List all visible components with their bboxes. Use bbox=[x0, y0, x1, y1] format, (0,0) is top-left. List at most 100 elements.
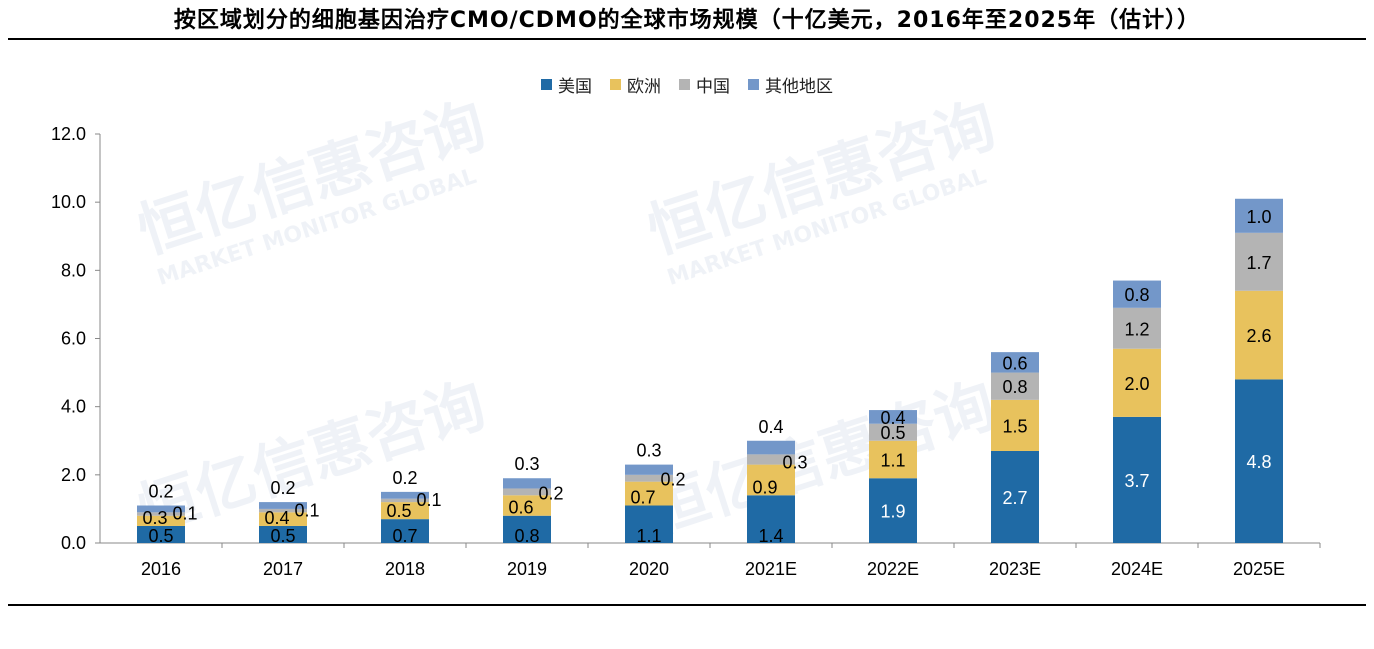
data-label: 1.4 bbox=[758, 526, 783, 546]
data-label: 0.2 bbox=[660, 470, 685, 490]
legend-item-other: 其他地区 bbox=[748, 72, 833, 97]
bar-segment bbox=[1235, 379, 1283, 543]
data-label: 0.4 bbox=[264, 508, 289, 528]
bar-segment bbox=[625, 464, 673, 475]
bar-segment bbox=[259, 502, 307, 509]
bar-segment bbox=[503, 488, 551, 496]
bar-segment bbox=[259, 512, 307, 526]
legend-swatch-other bbox=[748, 79, 759, 90]
bar-segment bbox=[625, 481, 673, 506]
bar-segment bbox=[991, 372, 1039, 400]
bar-segment bbox=[1235, 232, 1283, 291]
data-label: 2.6 bbox=[1246, 326, 1271, 346]
data-label: 0.3 bbox=[636, 441, 661, 461]
bar-segment bbox=[747, 495, 795, 543]
x-tick-label: 2017 bbox=[263, 559, 303, 579]
x-tick-label: 2023E bbox=[989, 559, 1041, 579]
data-label: 0.4 bbox=[758, 417, 783, 437]
data-label: 0.2 bbox=[148, 482, 173, 502]
y-tick-label: 0.0 bbox=[61, 533, 86, 553]
y-tick-label: 12.0 bbox=[51, 124, 86, 144]
legend-swatch-eu bbox=[610, 79, 621, 90]
data-label: 0.3 bbox=[514, 454, 539, 474]
y-tick-label: 8.0 bbox=[61, 260, 86, 280]
x-tick-label: 2025E bbox=[1233, 559, 1285, 579]
legend-item-cn: 中国 bbox=[679, 72, 730, 97]
data-label: 4.8 bbox=[1246, 452, 1271, 472]
data-label: 0.1 bbox=[416, 490, 441, 510]
legend-swatch-us bbox=[541, 79, 552, 90]
legend-item-us: 美国 bbox=[541, 72, 592, 97]
y-tick-label: 10.0 bbox=[51, 192, 86, 212]
bar-segment bbox=[381, 491, 429, 499]
x-tick-label: 2016 bbox=[141, 559, 181, 579]
data-label: 1.0 bbox=[1246, 207, 1271, 227]
legend-swatch-cn bbox=[679, 79, 690, 90]
x-tick-label: 2020 bbox=[629, 559, 669, 579]
legend-label-us: 美国 bbox=[558, 77, 592, 97]
data-label: 0.6 bbox=[508, 498, 533, 518]
bar-segment bbox=[1235, 198, 1283, 233]
data-label: 0.3 bbox=[142, 508, 167, 528]
data-label: 1.5 bbox=[1002, 416, 1027, 436]
bar-segment bbox=[259, 525, 307, 543]
bar-segment bbox=[137, 525, 185, 543]
bar-segment bbox=[137, 512, 185, 516]
bar-segment bbox=[1113, 280, 1161, 308]
data-label: 0.1 bbox=[294, 500, 319, 520]
legend-label-eu: 欧洲 bbox=[627, 77, 661, 97]
bar-segment bbox=[381, 502, 429, 520]
bar-segment bbox=[625, 474, 673, 482]
y-tick-label: 4.0 bbox=[61, 397, 86, 417]
legend-item-eu: 欧洲 bbox=[610, 72, 661, 97]
legend: 美国 欧洲 中国 其他地区 bbox=[0, 72, 1374, 97]
data-label: 2.7 bbox=[1002, 488, 1027, 508]
data-label: 0.9 bbox=[752, 477, 777, 497]
bar-segment bbox=[137, 505, 185, 513]
data-label: 2.0 bbox=[1124, 374, 1149, 394]
bar-segment bbox=[503, 515, 551, 543]
bar-segment bbox=[1113, 416, 1161, 543]
data-label: 1.1 bbox=[636, 526, 661, 546]
bar-segment bbox=[869, 410, 917, 424]
data-label: 0.6 bbox=[1002, 353, 1027, 373]
data-label: 0.4 bbox=[880, 408, 905, 428]
x-tick-label: 2021E bbox=[745, 559, 797, 579]
x-tick-label: 2024E bbox=[1111, 559, 1163, 579]
x-tick-label: 2019 bbox=[507, 559, 547, 579]
bar-segment bbox=[503, 478, 551, 489]
data-label: 0.8 bbox=[1002, 377, 1027, 397]
bottom-divider bbox=[8, 604, 1366, 606]
data-label: 1.7 bbox=[1246, 253, 1271, 273]
data-label: 1.1 bbox=[880, 450, 905, 470]
bar-segment bbox=[1113, 307, 1161, 349]
chart-title: 按区域划分的细胞基因治疗CMO/CDMO的全球市场规模（十亿美元，2016年至2… bbox=[173, 8, 1201, 33]
bar-segment bbox=[991, 450, 1039, 543]
x-tick-label: 2018 bbox=[385, 559, 425, 579]
data-label: 0.1 bbox=[172, 504, 197, 524]
bar-segment bbox=[991, 352, 1039, 373]
bar-segment bbox=[625, 505, 673, 543]
data-label: 0.5 bbox=[386, 501, 411, 521]
data-label: 0.7 bbox=[392, 526, 417, 546]
bar-segment bbox=[259, 508, 307, 513]
bar-segment bbox=[137, 515, 185, 526]
data-label: 0.8 bbox=[1124, 285, 1149, 305]
bar-segment bbox=[869, 478, 917, 543]
data-label: 0.2 bbox=[392, 468, 417, 488]
legend-label-other: 其他地区 bbox=[765, 77, 833, 97]
bar-segment bbox=[503, 495, 551, 516]
y-tick-label: 6.0 bbox=[61, 329, 86, 349]
bar-segment bbox=[1113, 348, 1161, 417]
legend-label-cn: 中国 bbox=[696, 77, 730, 97]
bar-segment bbox=[869, 440, 917, 479]
bar-segment bbox=[747, 464, 795, 496]
data-label: 3.7 bbox=[1124, 471, 1149, 491]
bar-segment bbox=[381, 498, 429, 503]
bar-segment bbox=[747, 440, 795, 455]
y-tick-label: 2.0 bbox=[61, 465, 86, 485]
bar-segment bbox=[747, 454, 795, 465]
data-label: 0.5 bbox=[880, 423, 905, 443]
bar-segment bbox=[381, 519, 429, 543]
